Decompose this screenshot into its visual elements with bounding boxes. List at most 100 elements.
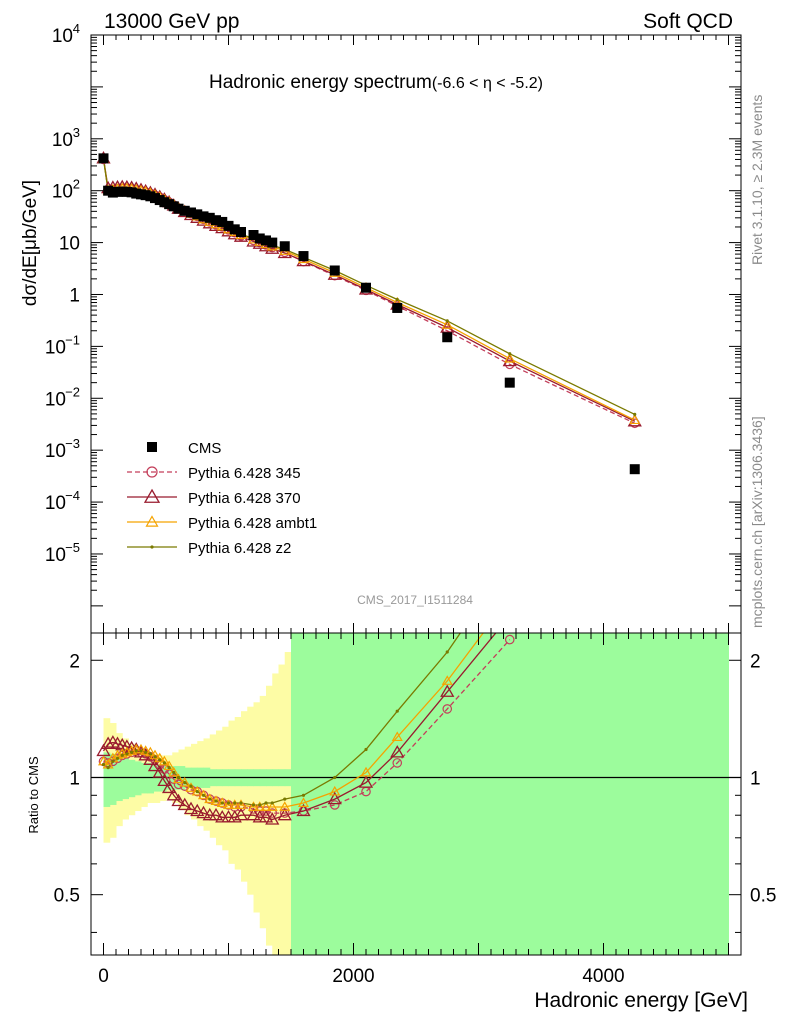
ratio-point-0 bbox=[442, 704, 453, 714]
ratio-band-green bbox=[353, 633, 379, 955]
ratio-point-3 bbox=[115, 756, 120, 760]
main-point-0 bbox=[236, 226, 246, 237]
main-point-0 bbox=[204, 212, 215, 223]
analysis-id-label: CMS_2017_I1511284 bbox=[357, 593, 473, 607]
ratio-point-2 bbox=[191, 785, 203, 796]
ratio-y-tick-label: 2 bbox=[69, 651, 80, 672]
ratio-point-2 bbox=[154, 752, 166, 763]
ratio-point-1 bbox=[190, 803, 205, 817]
ratio-band-yellow bbox=[259, 695, 267, 929]
ratio-band-green bbox=[103, 752, 111, 807]
ratio-point-1 bbox=[171, 793, 186, 807]
ratio-point-1 bbox=[147, 758, 163, 772]
ratio-point-3 bbox=[134, 749, 138, 753]
ratio-point-3 bbox=[120, 753, 124, 757]
ratio-point-1 bbox=[157, 773, 172, 787]
main-point-4 bbox=[633, 412, 637, 416]
ratio-point-3 bbox=[445, 650, 449, 654]
ratio-point-2 bbox=[279, 801, 291, 811]
main-point-0 bbox=[98, 153, 109, 164]
ratio-point-2 bbox=[222, 799, 235, 809]
ratio-point-2 bbox=[135, 743, 147, 754]
ratio-y-tick-label-right: 0.5 bbox=[750, 886, 776, 907]
main-point-0 bbox=[198, 211, 209, 222]
ratio-band-green bbox=[141, 762, 148, 794]
ratio-frame bbox=[90, 632, 742, 956]
legend-marker bbox=[150, 545, 154, 549]
main-y-tick-label: 10−3 bbox=[45, 436, 80, 462]
main-point-0 bbox=[629, 464, 640, 475]
main-point-4 bbox=[445, 319, 449, 323]
ratio-point-2 bbox=[168, 766, 180, 777]
plot-title-cut: (-6.6 < η < -5.2) bbox=[432, 75, 543, 92]
main-point-0 bbox=[267, 237, 278, 248]
ratio-y-tick-label: 1 bbox=[69, 768, 80, 789]
main-point-0 bbox=[254, 233, 265, 244]
ratio-band-green bbox=[109, 753, 117, 805]
header-right-title: Soft QCD bbox=[643, 10, 733, 33]
ratio-point-2 bbox=[179, 776, 191, 787]
ratio-point-2 bbox=[391, 731, 403, 742]
ratio-point-3 bbox=[395, 709, 399, 713]
main-point-0 bbox=[329, 265, 340, 276]
main-point-4 bbox=[395, 297, 399, 302]
ratio-point-1 bbox=[358, 775, 374, 788]
ratio-point-2 bbox=[172, 773, 185, 784]
header-left-title: 13000 GeV pp bbox=[104, 10, 239, 33]
ratio-band-green bbox=[128, 759, 136, 798]
main-y-tick-label: 104 bbox=[52, 21, 80, 47]
ratio-point-1 bbox=[227, 810, 242, 823]
ratio-y-tick-label-right: 2 bbox=[750, 651, 761, 672]
main-point-0 bbox=[186, 207, 196, 218]
main-y-tick-label: 103 bbox=[52, 125, 80, 151]
ratio-point-1 bbox=[196, 805, 211, 819]
ratio-point-0 bbox=[254, 806, 265, 816]
main-y-tick-label: 10−5 bbox=[45, 540, 80, 566]
ratio-point-0 bbox=[261, 806, 271, 816]
plot-title: Hadronic energy spectrum(-6.6 < η < -5.2… bbox=[209, 72, 543, 93]
legend-label: Pythia 6.428 z2 bbox=[188, 540, 291, 557]
ratio-point-2 bbox=[297, 797, 310, 807]
ratio-band-green bbox=[116, 756, 123, 802]
ratio-point-3 bbox=[158, 758, 162, 762]
main-point-3 bbox=[629, 414, 641, 425]
ratio-point-1 bbox=[258, 810, 274, 823]
ratio-point-2 bbox=[229, 799, 241, 809]
ratio-point-0 bbox=[504, 634, 515, 645]
ratio-point-3 bbox=[239, 801, 243, 805]
ratio-point-3 bbox=[333, 775, 337, 780]
ratio-point-1 bbox=[177, 797, 192, 811]
side-version-label: Rivet 3.1.10, ≥ 2.3M events bbox=[749, 95, 765, 265]
ratio-point-0 bbox=[173, 779, 184, 790]
ratio-point-3 bbox=[220, 801, 224, 805]
main-point-1 bbox=[504, 359, 515, 370]
ratio-point-0 bbox=[267, 808, 278, 818]
ratio-point-2 bbox=[197, 789, 210, 800]
ratio-band-yellow bbox=[216, 730, 223, 846]
ratio-point-3 bbox=[130, 750, 134, 754]
ratio-point-2 bbox=[163, 760, 175, 771]
main-point-4 bbox=[508, 352, 512, 356]
main-point-0 bbox=[442, 332, 453, 343]
ratio-point-1 bbox=[327, 791, 342, 805]
ratio-band-green bbox=[378, 633, 386, 955]
ratio-point-3 bbox=[172, 770, 176, 775]
main-y-tick-label: 10−2 bbox=[45, 384, 80, 410]
ratio-point-3 bbox=[264, 801, 268, 805]
ratio-point-1 bbox=[265, 812, 280, 825]
ratio-point-3 bbox=[214, 799, 218, 803]
ratio-point-2 bbox=[329, 785, 341, 796]
ratio-point-1 bbox=[208, 807, 224, 821]
main-point-0 bbox=[211, 215, 221, 226]
main-y-tick-label: 10−1 bbox=[45, 332, 80, 358]
main-point-0 bbox=[192, 209, 203, 220]
ratio-point-1 bbox=[152, 765, 167, 778]
ratio-point-2 bbox=[149, 749, 161, 760]
ratio-point-2 bbox=[185, 782, 197, 792]
x-tick-label: 4000 bbox=[582, 966, 624, 987]
ratio-point-3 bbox=[183, 781, 187, 785]
main-y-tick-label: 10−4 bbox=[45, 488, 80, 514]
ratio-point-3 bbox=[270, 801, 274, 805]
ratio-point-1 bbox=[96, 743, 111, 757]
